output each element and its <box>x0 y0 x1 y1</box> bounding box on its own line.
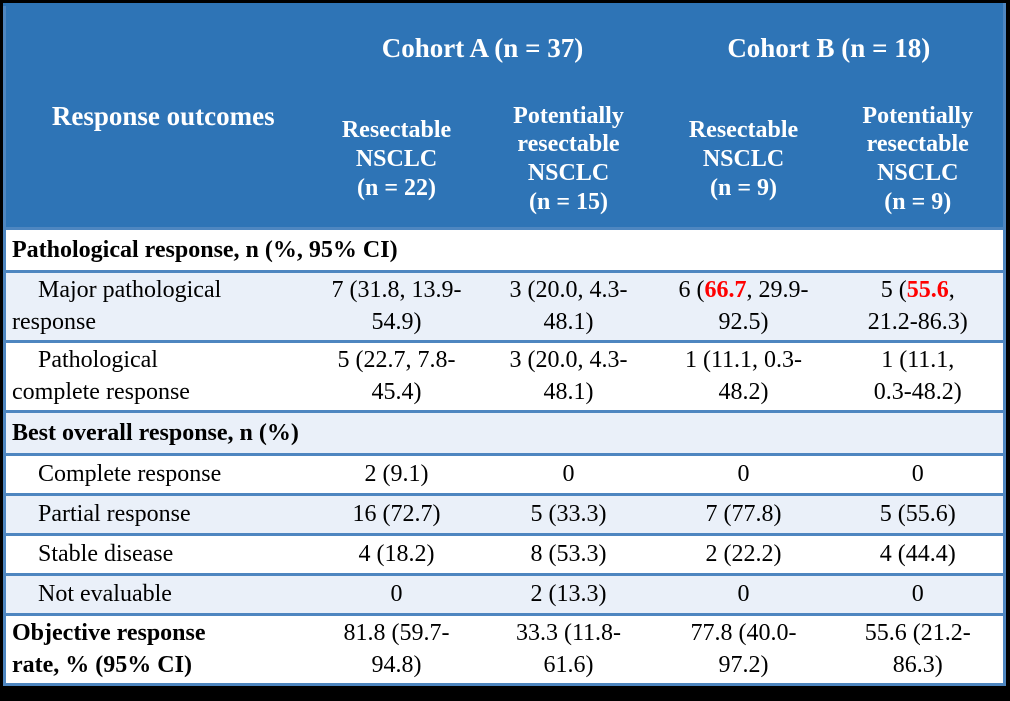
data-cell: 0 <box>911 580 924 607</box>
table-row: Major pathological response 7 (31.8, 13.9… <box>4 271 1005 342</box>
data-cell: 5 (55.6) <box>879 500 956 527</box>
data-cell: 4 (44.4) <box>879 540 956 567</box>
cohort-header-row: Response outcomes Cohort A (n = 37) Coho… <box>4 4 1005 229</box>
row-label: Partial response <box>38 500 191 527</box>
section-row: Best overall response, n (%) <box>4 411 1005 455</box>
data-cell: 3 (20.0, 4.3- 48.1) <box>509 277 628 335</box>
data-cell: 33.3 (11.8- 61.6) <box>515 620 622 678</box>
value-text: , 29.9- 92.5) <box>718 277 809 335</box>
data-cell: 77.8 (40.0- 97.2) <box>690 620 797 678</box>
data-cell: 0 <box>737 580 750 607</box>
data-cell: 0 <box>562 460 575 487</box>
column-header-resectable-b: Resectable NSCLC (n = 9) <box>654 91 833 229</box>
table-row: Not evaluable 0 2 (13.3) 0 0 <box>4 574 1005 615</box>
row-label: Major pathological response <box>12 277 222 335</box>
table-body: Pathological response, n (%, 95% CI) Majo… <box>4 228 1005 685</box>
table-row: Complete response 2 (9.1) 0 0 0 <box>4 454 1005 495</box>
data-cell: 6 (66.7, 29.9- 92.5) <box>655 272 833 342</box>
row-label-header: Response outcomes <box>4 4 311 229</box>
subgroup-header-row: Resectable NSCLC (n = 22) Potentially re… <box>5 91 1005 229</box>
highlighted-value: 66.7 <box>704 277 747 304</box>
row-label: Stable disease <box>38 540 174 567</box>
data-cell: 3 (20.0, 4.3- 48.1) <box>509 347 628 405</box>
data-cell: 81.8 (59.7- 94.8) <box>343 620 450 678</box>
cohort-b-header: Cohort B (n = 18) <box>654 4 1005 92</box>
table-row: Objective response rate, % (95% CI) 81.8 … <box>4 614 1005 685</box>
table-row: Partial response 16 (72.7) 5 (33.3) 7 (77.8… <box>4 494 1005 535</box>
row-label: Not evaluable <box>38 580 172 607</box>
data-cell: 2 (22.2) <box>705 540 782 567</box>
data-cell: 0 <box>390 580 403 607</box>
section-header: Pathological response, n (%, 95% CI) <box>12 236 398 263</box>
row-label: Complete response <box>38 460 222 487</box>
highlighted-value: 55.6 <box>906 277 949 304</box>
data-cell: 55.6 (21.2- 86.3) <box>864 620 971 678</box>
column-header-resectable-a: Resectable NSCLC (n = 22) <box>310 91 483 229</box>
table-header: Response outcomes Cohort A (n = 37) Coho… <box>4 4 1005 229</box>
table-row: Stable disease 4 (18.2) 8 (53.3) 2 (22.2) 4 … <box>4 534 1005 575</box>
value-text: , 21.2-86.3) <box>867 277 968 335</box>
data-cell: 8 (53.3) <box>530 540 607 567</box>
data-cell: 16 (72.7) <box>352 500 441 527</box>
data-cell: 2 (13.3) <box>530 580 607 607</box>
data-cell: 7 (77.8) <box>705 500 782 527</box>
data-cell: 0 <box>911 460 924 487</box>
row-label: Pathological complete response <box>12 347 190 405</box>
data-cell: 7 (31.8, 13.9- 54.9) <box>331 277 462 335</box>
data-cell: 0 <box>737 460 750 487</box>
data-cell: 4 (18.2) <box>358 540 435 567</box>
data-cell: 2 (9.1) <box>364 460 429 487</box>
column-header-potentially-resectable-a: Potentially resectable NSCLC (n = 15) <box>482 91 655 229</box>
data-cell: 1 (11.1, 0.3-48.2) <box>873 347 962 405</box>
cohort-a-header: Cohort A (n = 37) <box>310 4 655 92</box>
data-cell: 1 (11.1, 0.3- 48.2) <box>684 347 803 405</box>
section-row: Pathological response, n (%, 95% CI) <box>4 228 1005 272</box>
row-label: Objective response rate, % (95% CI) <box>12 620 206 678</box>
value-text: 5 ( <box>880 277 907 304</box>
data-cell: 5 (22.7, 7.8- 45.4) <box>337 347 456 405</box>
column-header-potentially-resectable-b: Potentially resectable NSCLC (n = 9) <box>832 91 1005 229</box>
table-row: Pathological complete response 5 (22.7, 7… <box>4 341 1005 412</box>
data-cell: 5 (33.3) <box>530 500 607 527</box>
value-text: 6 ( <box>678 277 705 304</box>
data-cell: 5 (55.6, 21.2-86.3) <box>833 272 1005 342</box>
section-header: Best overall response, n (%) <box>12 419 299 446</box>
response-outcomes-table: Response outcomes Cohort A (n = 37) Coho… <box>3 3 1007 686</box>
